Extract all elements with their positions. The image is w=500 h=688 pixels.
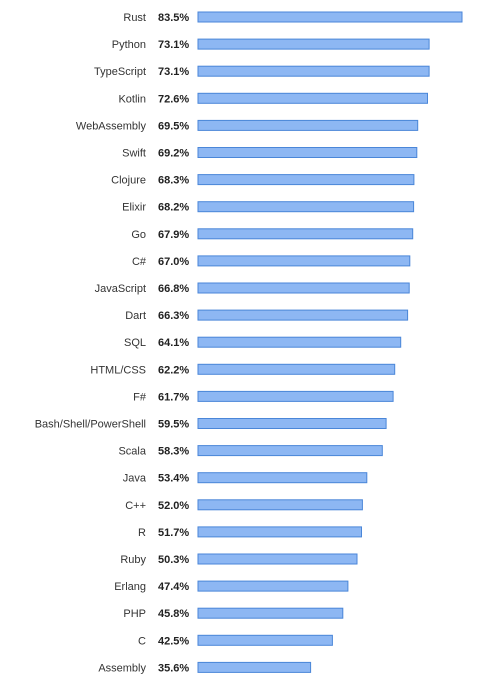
bar-f bbox=[197, 390, 394, 402]
value-label-c: 42.5% bbox=[158, 635, 189, 647]
value-label-erlang: 47.4% bbox=[158, 581, 189, 593]
category-label-elixir: Elixir bbox=[122, 202, 146, 214]
bar-php bbox=[197, 607, 344, 619]
category-label-c: C bbox=[138, 635, 146, 647]
value-label-kotlin: 72.6% bbox=[158, 93, 189, 105]
bar-bash-shell-powershell bbox=[197, 418, 387, 429]
category-label-sql: SQL bbox=[124, 337, 146, 349]
bar-c bbox=[197, 499, 363, 511]
category-label-php: PHP bbox=[123, 608, 146, 620]
category-label-kotlin: Kotlin bbox=[118, 93, 146, 105]
bar-c bbox=[197, 634, 333, 646]
category-label-bash-shell-powershell: Bash/Shell/PowerShell bbox=[35, 419, 146, 431]
value-label-php: 45.8% bbox=[158, 608, 189, 620]
value-label-javascript: 66.8% bbox=[158, 283, 189, 295]
value-label-ruby: 50.3% bbox=[158, 554, 189, 566]
bar-elixir bbox=[197, 201, 415, 213]
category-label-webassembly: WebAssembly bbox=[76, 120, 147, 132]
category-label-clojure: Clojure bbox=[111, 175, 146, 187]
bar-dart bbox=[197, 309, 409, 321]
category-label-c: C# bbox=[132, 256, 147, 268]
bar-ruby bbox=[197, 553, 358, 565]
bar-clojure bbox=[197, 174, 415, 186]
category-label-html-css: HTML/CSS bbox=[90, 364, 146, 376]
category-label-f: F# bbox=[133, 391, 147, 403]
value-label-go: 67.9% bbox=[158, 229, 189, 241]
bar-go bbox=[197, 228, 414, 240]
value-label-assembly: 35.6% bbox=[158, 662, 189, 674]
category-label-assembly: Assembly bbox=[98, 662, 146, 674]
value-label-rust: 83.5% bbox=[158, 12, 189, 24]
value-label-python: 73.1% bbox=[158, 39, 189, 51]
bar-swift bbox=[197, 147, 418, 158]
category-label-scala: Scala bbox=[118, 446, 146, 458]
value-label-f: 61.7% bbox=[158, 391, 189, 403]
category-label-rust: Rust bbox=[123, 12, 146, 24]
bar-webassembly bbox=[197, 119, 419, 131]
value-label-r: 51.7% bbox=[158, 527, 189, 539]
bar-kotlin bbox=[197, 92, 428, 104]
value-label-scala: 58.3% bbox=[158, 446, 189, 458]
category-label-erlang: Erlang bbox=[114, 581, 146, 593]
bar-javascript bbox=[197, 282, 410, 294]
value-label-swift: 69.2% bbox=[158, 148, 189, 160]
value-label-bash-shell-powershell: 59.5% bbox=[158, 419, 189, 431]
value-label-c: 52.0% bbox=[158, 500, 189, 512]
category-label-r: R bbox=[138, 527, 146, 539]
bar-erlang bbox=[197, 580, 349, 592]
category-label-java: Java bbox=[123, 473, 147, 485]
bar-python bbox=[197, 38, 430, 50]
category-label-go: Go bbox=[131, 229, 146, 241]
value-label-java: 53.4% bbox=[158, 473, 189, 485]
bar-html-css bbox=[197, 363, 396, 375]
bar-scala bbox=[197, 445, 383, 457]
bar-r bbox=[197, 526, 362, 538]
category-label-c: C++ bbox=[125, 500, 146, 512]
value-label-webassembly: 69.5% bbox=[158, 120, 189, 132]
bar-rust bbox=[197, 11, 463, 23]
value-label-sql: 64.1% bbox=[158, 337, 189, 349]
bar-java bbox=[197, 472, 368, 484]
bar-c bbox=[197, 255, 411, 267]
value-label-elixir: 68.2% bbox=[158, 202, 189, 214]
category-label-python: Python bbox=[112, 39, 146, 51]
bar-assembly bbox=[197, 661, 312, 673]
value-label-clojure: 68.3% bbox=[158, 175, 189, 187]
bar-typescript bbox=[197, 65, 430, 77]
chart-rows: Rust 83.5% Python 73.1% TypeScript 73.1% Kotli… bbox=[35, 11, 463, 674]
category-label-javascript: JavaScript bbox=[95, 283, 146, 295]
bar-sql bbox=[197, 336, 402, 348]
value-label-typescript: 73.1% bbox=[158, 66, 189, 78]
category-label-ruby: Ruby bbox=[120, 554, 146, 566]
value-label-dart: 66.3% bbox=[158, 310, 189, 322]
category-label-dart: Dart bbox=[125, 310, 146, 322]
value-label-html-css: 62.2% bbox=[158, 364, 189, 376]
category-label-swift: Swift bbox=[122, 148, 146, 160]
category-label-typescript: TypeScript bbox=[94, 66, 146, 78]
value-label-c: 67.0% bbox=[158, 256, 189, 268]
